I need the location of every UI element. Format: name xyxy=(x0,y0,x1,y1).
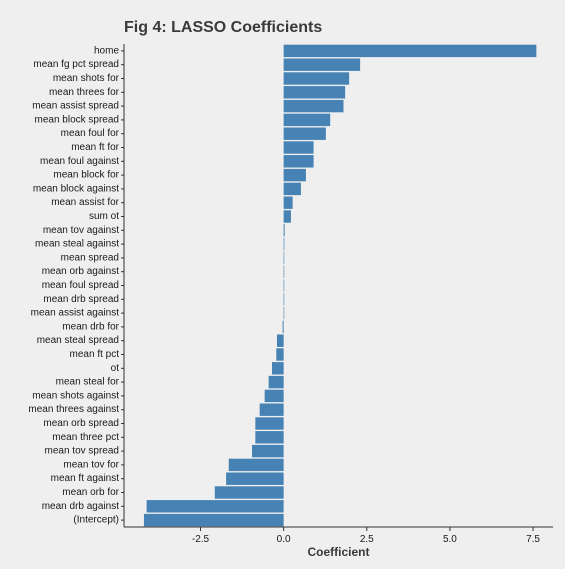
y-tick-label: mean assist spread xyxy=(32,101,119,112)
bar xyxy=(283,72,350,85)
bar xyxy=(283,306,285,320)
bar xyxy=(276,348,284,361)
y-tick-label: mean threes against xyxy=(28,404,119,415)
bar xyxy=(268,375,284,389)
chart-title: Fig 4: LASSO Coefficients xyxy=(124,19,322,36)
y-tick-label: mean steal for xyxy=(56,377,120,388)
bar xyxy=(283,210,291,223)
y-tick-label: mean block for xyxy=(53,170,119,181)
bar xyxy=(283,182,301,196)
y-tick-label: mean shots for xyxy=(53,73,120,84)
y-tick-label: mean orb against xyxy=(42,266,119,277)
bar xyxy=(283,293,285,306)
y-tick-label: (Intercept) xyxy=(73,515,119,526)
y-tick-label: mean threes for xyxy=(49,87,120,98)
y-tick-label: mean block spread xyxy=(35,114,120,125)
bar xyxy=(283,86,346,99)
bar xyxy=(283,58,361,71)
bar xyxy=(283,279,285,292)
bar xyxy=(283,251,285,265)
bar xyxy=(283,155,314,168)
y-tick-label: mean three pct xyxy=(52,432,119,443)
bar xyxy=(283,224,285,237)
y-tick-label: mean drb spread xyxy=(43,294,119,305)
bar xyxy=(283,265,285,278)
bar xyxy=(226,472,284,485)
bar xyxy=(146,500,284,513)
bar xyxy=(271,362,284,375)
bar xyxy=(255,431,284,444)
bar xyxy=(282,320,284,334)
y-tick-label: mean orb spread xyxy=(43,418,119,429)
bar xyxy=(255,417,284,430)
bar xyxy=(283,196,293,209)
y-tick-label: mean foul against xyxy=(40,156,119,167)
y-tick-labels: home mean fg pct spread mean shots for mean… xyxy=(28,45,124,526)
y-tick-label: ot xyxy=(111,363,120,374)
bar xyxy=(283,141,314,154)
y-tick-label: mean ft against xyxy=(51,473,120,484)
y-tick-label: mean tov spread xyxy=(45,446,120,457)
bars-group xyxy=(143,44,537,527)
bar xyxy=(283,127,326,140)
bar xyxy=(228,458,284,472)
y-tick-label: mean drb against xyxy=(42,501,119,512)
bar xyxy=(276,334,284,347)
y-tick-label: mean assist for xyxy=(51,197,119,208)
bar xyxy=(143,513,284,527)
y-tick-label: mean spread xyxy=(61,252,119,263)
y-tick-label: mean ft for xyxy=(71,142,119,153)
x-axis: -2.5 0.0 2.5 5.0 7.5 xyxy=(123,44,553,545)
y-tick-label: mean block against xyxy=(33,183,119,194)
bar xyxy=(283,113,331,127)
bar xyxy=(214,486,284,499)
x-tick-label: 7.5 xyxy=(526,534,540,545)
x-tick-label: 2.5 xyxy=(360,534,374,545)
y-tick-label: mean foul spread xyxy=(42,280,119,291)
y-tick-label: mean fg pct spread xyxy=(33,59,119,70)
x-tick-label: -2.5 xyxy=(192,534,210,545)
x-tick-label: 5.0 xyxy=(443,534,457,545)
y-tick-label: mean ft pct xyxy=(70,349,120,360)
y-tick-label: mean steal against xyxy=(35,239,119,250)
bar xyxy=(259,403,284,416)
y-tick-label: mean assist against xyxy=(31,308,120,319)
bar xyxy=(283,44,537,58)
bar xyxy=(283,99,344,113)
y-tick-label: mean orb for xyxy=(62,487,119,498)
bar xyxy=(264,389,284,403)
y-tick-label: mean tov for xyxy=(63,459,119,470)
bar xyxy=(283,168,306,182)
y-tick-label: mean drb for xyxy=(62,321,119,332)
y-tick-label: mean steal spread xyxy=(37,335,119,346)
y-tick-label: sum ot xyxy=(89,211,119,222)
bar xyxy=(252,444,284,458)
x-axis-title: Coefficient xyxy=(307,545,369,559)
y-tick-label: mean tov against xyxy=(43,225,119,236)
x-tick-label: 0.0 xyxy=(277,534,291,545)
y-tick-label: mean foul for xyxy=(61,128,120,139)
bar xyxy=(283,237,285,251)
y-tick-label: mean shots against xyxy=(32,390,119,401)
y-tick-label: home xyxy=(94,45,119,56)
